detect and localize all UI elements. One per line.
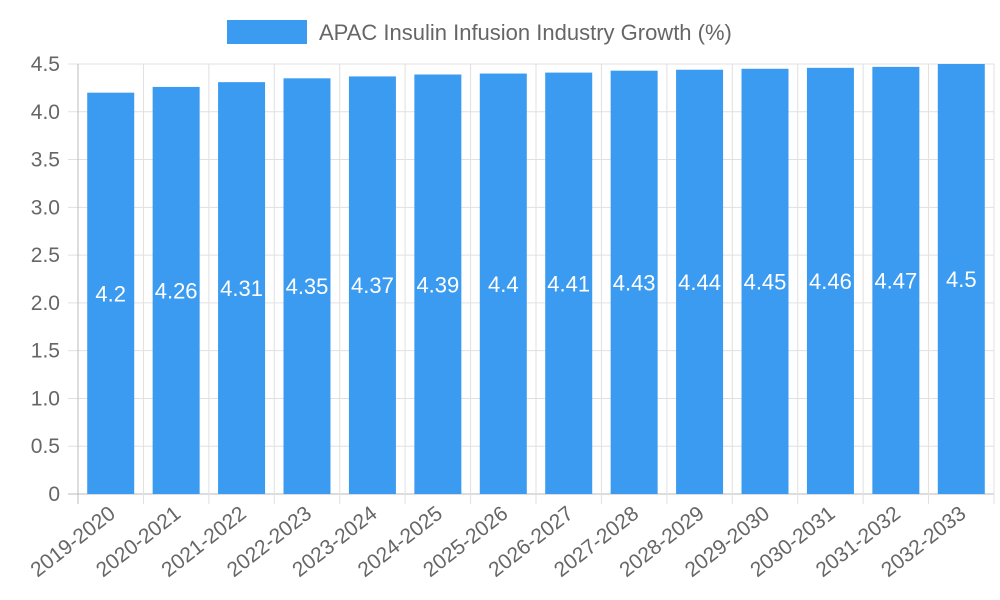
bar[interactable] <box>545 72 593 494</box>
data-label: 4.45 <box>744 269 787 294</box>
bar[interactable] <box>937 64 985 494</box>
bar[interactable] <box>676 69 724 494</box>
bar[interactable] <box>414 74 462 494</box>
y-tick-label: 2.5 <box>31 244 60 267</box>
legend-label: APAC Insulin Infusion Industry Growth (%… <box>319 20 732 45</box>
chart-legend[interactable]: APAC Insulin Infusion Industry Growth (%… <box>227 20 732 45</box>
data-label: 4.4 <box>488 272 519 297</box>
y-tick-label: 3.0 <box>31 196 60 219</box>
data-label: 4.41 <box>547 271 590 296</box>
y-axis-ticks: 0 0.5 1.0 1.5 2.0 2.5 3.0 3.5 4.0 4.5 <box>31 53 60 506</box>
data-label: 4.39 <box>416 272 459 297</box>
grid-lines <box>68 63 995 504</box>
bar[interactable] <box>87 92 135 495</box>
x-axis-ticks: 2019-20202020-20212021-20222022-20232023… <box>26 502 970 582</box>
y-tick-label: 4.5 <box>31 53 60 76</box>
y-tick-label: 4.0 <box>31 101 60 124</box>
bar[interactable] <box>610 70 658 494</box>
y-tick-label: 2.0 <box>31 292 60 315</box>
y-tick-label: 1.5 <box>31 340 60 363</box>
data-label: 4.5 <box>946 267 977 292</box>
data-label: 4.37 <box>351 273 394 298</box>
data-label: 4.44 <box>678 270 721 295</box>
data-label: 4.43 <box>613 270 656 295</box>
y-tick-label: 0 <box>48 483 60 506</box>
legend-swatch <box>227 20 307 44</box>
data-label: 4.35 <box>286 274 329 299</box>
bar[interactable] <box>741 68 789 495</box>
bar[interactable] <box>348 76 396 494</box>
bar[interactable] <box>479 73 527 495</box>
y-tick-label: 1.0 <box>31 387 60 410</box>
y-tick-label: 3.5 <box>31 149 60 172</box>
bar[interactable] <box>152 86 200 494</box>
data-label: 4.2 <box>95 281 126 306</box>
bars <box>87 64 985 495</box>
bar[interactable] <box>806 67 854 495</box>
y-tick-label: 0.5 <box>31 435 60 458</box>
data-label: 4.46 <box>809 269 852 294</box>
data-label: 4.31 <box>220 276 263 301</box>
bar[interactable] <box>283 78 331 494</box>
data-label: 4.26 <box>155 278 198 303</box>
bar[interactable] <box>218 82 266 495</box>
bar[interactable] <box>872 66 920 494</box>
data-label: 4.47 <box>874 268 917 293</box>
data-labels: 4.2 4.26 4.31 4.35 4.37 4.39 4.4 4.41 4.43 4.44 4.… <box>95 267 976 306</box>
